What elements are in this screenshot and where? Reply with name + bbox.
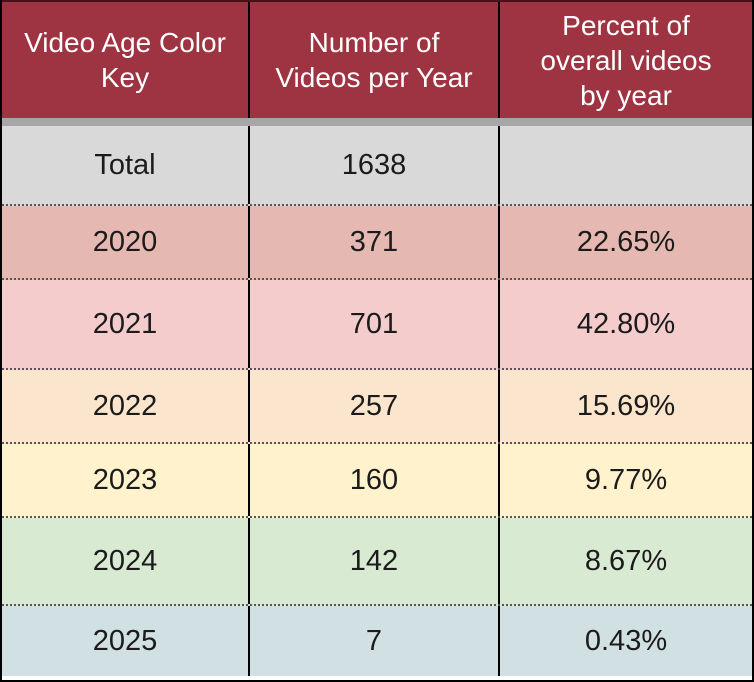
- row-count: 371: [250, 206, 500, 278]
- row-label: Total: [2, 126, 250, 204]
- row-percent: 15.69%: [576, 389, 676, 422]
- table-row-2024: 2024 142 8.67%: [2, 518, 752, 606]
- table-row-2022: 2022 257 15.69%: [2, 370, 752, 444]
- row-label: 2023: [2, 444, 250, 516]
- row-percent: [500, 126, 752, 204]
- row-count: 257: [250, 370, 500, 442]
- header-videos-per-year-line-2: Videos per Year: [275, 62, 473, 93]
- row-count: 7: [250, 606, 500, 676]
- row-label: 2022: [2, 370, 250, 442]
- row-percent: 42.80%: [576, 307, 676, 340]
- table-row-total: Total 1638: [2, 126, 752, 206]
- header-percent-line-1: Percent of: [562, 9, 690, 41]
- row-label: 2025: [2, 606, 250, 676]
- row-count: 160: [250, 444, 500, 516]
- header-videos-per-year-line-1: Number of: [308, 27, 440, 58]
- header-videos-per-year: Number of Videos per Year: [250, 2, 500, 118]
- table-header-row: Video Age Color Key Number of Videos per…: [2, 0, 752, 126]
- header-percent-by-year: Percent of overall videos by year: [500, 2, 752, 118]
- header-color-key: Video Age Color Key: [2, 2, 250, 118]
- row-count: 1638: [250, 126, 500, 204]
- table-row-2020: 2020 371 22.65%: [2, 206, 752, 280]
- header-percent-line-3: by year: [580, 79, 672, 111]
- row-percent: 9.77%: [584, 463, 668, 496]
- header-color-key-line-1: Video Age Color: [24, 27, 226, 58]
- row-percent: 8.67%: [584, 544, 668, 577]
- header-percent-line-2: overall videos: [540, 44, 712, 76]
- row-percent: 0.43%: [584, 624, 668, 657]
- row-label: 2021: [2, 280, 250, 368]
- row-count: 142: [250, 518, 500, 604]
- row-label: 2020: [2, 206, 250, 278]
- table-row-2023: 2023 160 9.77%: [2, 444, 752, 518]
- header-color-key-line-2: Key: [100, 62, 150, 93]
- table-row-2025: 2025 7 0.43%: [2, 606, 752, 676]
- row-percent: 22.65%: [576, 225, 676, 258]
- row-count: 701: [250, 280, 500, 368]
- table-row-2021: 2021 701 42.80%: [2, 280, 752, 370]
- row-label: 2024: [2, 518, 250, 604]
